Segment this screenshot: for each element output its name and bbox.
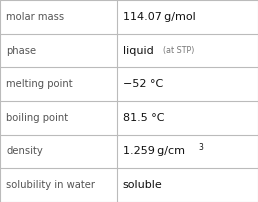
Text: density: density [6,146,43,157]
Text: melting point: melting point [6,79,73,89]
Text: 1.259 g/cm: 1.259 g/cm [123,146,184,157]
Text: 81.5 °C: 81.5 °C [123,113,164,123]
Text: molar mass: molar mass [6,12,64,22]
Text: 3: 3 [199,143,204,152]
Text: phase: phase [6,45,37,56]
Text: solubility in water: solubility in water [6,180,95,190]
Text: 114.07 g/mol: 114.07 g/mol [123,12,195,22]
Text: boiling point: boiling point [6,113,69,123]
Text: soluble: soluble [123,180,162,190]
Text: −52 °C: −52 °C [123,79,163,89]
Text: liquid: liquid [123,45,153,56]
Text: (at STP): (at STP) [163,46,194,55]
